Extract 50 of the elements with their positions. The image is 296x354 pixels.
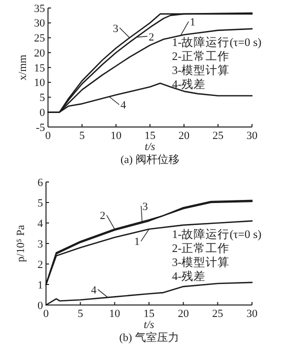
y-tick-label: 15	[34, 62, 46, 74]
x-tick-label: 25	[212, 130, 224, 142]
y-tick-label: -5	[36, 122, 46, 134]
x-axis-title: t/s	[144, 319, 154, 331]
text: (a) 阀杆位移	[120, 154, 180, 166]
annotation: 1-故障运行(τ=0 s)	[172, 227, 262, 241]
y-tick-label: 2	[38, 258, 43, 271]
text: (b) 气室压力	[119, 331, 179, 344]
x-tick-label: 20	[178, 308, 190, 320]
x-tick-label: 30	[246, 308, 258, 320]
y-tick-label: 3	[38, 238, 44, 250]
annotation: 1-故障运行(τ=0 s)	[172, 35, 262, 49]
y-tick-label: 10	[34, 77, 46, 90]
annotation: 4-残差	[172, 270, 206, 283]
y-axis-title: p/10⁵ Pa	[15, 224, 27, 262]
x-tick-label: 15	[144, 308, 155, 320]
x-tick-label: 30	[246, 130, 258, 142]
y-tick-label: 35	[34, 2, 46, 15]
annotation: 2-正常工作	[172, 242, 230, 255]
y-axis-title: x/mm	[17, 54, 29, 80]
annotation: 2-正常工作	[172, 50, 230, 63]
y-tick-label: 1	[38, 279, 43, 292]
y-tick-label: 5	[40, 92, 46, 104]
annotation: 3-模型计算	[172, 256, 230, 269]
y-tick-label: 6	[38, 176, 44, 189]
y-tick-label: 5	[38, 197, 44, 210]
x-tick-label: 15	[144, 130, 156, 142]
y-tick-label: 0	[38, 300, 44, 312]
y-tick-label: 4	[38, 218, 44, 230]
legend-label: 2	[100, 210, 106, 222]
legend-label: 1	[190, 16, 196, 29]
legend-label: 2	[148, 31, 154, 44]
legend-label: 4	[91, 284, 98, 296]
series-label: 3	[142, 200, 148, 213]
x-tick-label: 10	[110, 130, 122, 142]
y-tick-label: 0	[40, 106, 46, 119]
y-tick-label: 30	[34, 18, 46, 30]
x-tick-label: 5	[79, 130, 86, 142]
x-tick-label: 20	[178, 130, 190, 142]
x-tick-label: 25	[212, 308, 224, 320]
legend-label: 4	[120, 100, 126, 112]
annotation: 4-残差	[172, 78, 206, 91]
legend-label: 1	[134, 236, 140, 248]
annotation: 3-模型计算	[172, 64, 230, 77]
x-axis-title: t/s	[144, 141, 156, 153]
x-tick-label: 5	[78, 308, 84, 320]
y-tick-label: 25	[34, 32, 46, 45]
series-label: 3	[112, 22, 119, 35]
y-tick-label: 20	[34, 47, 46, 60]
x-tick-label: 10	[109, 308, 121, 320]
